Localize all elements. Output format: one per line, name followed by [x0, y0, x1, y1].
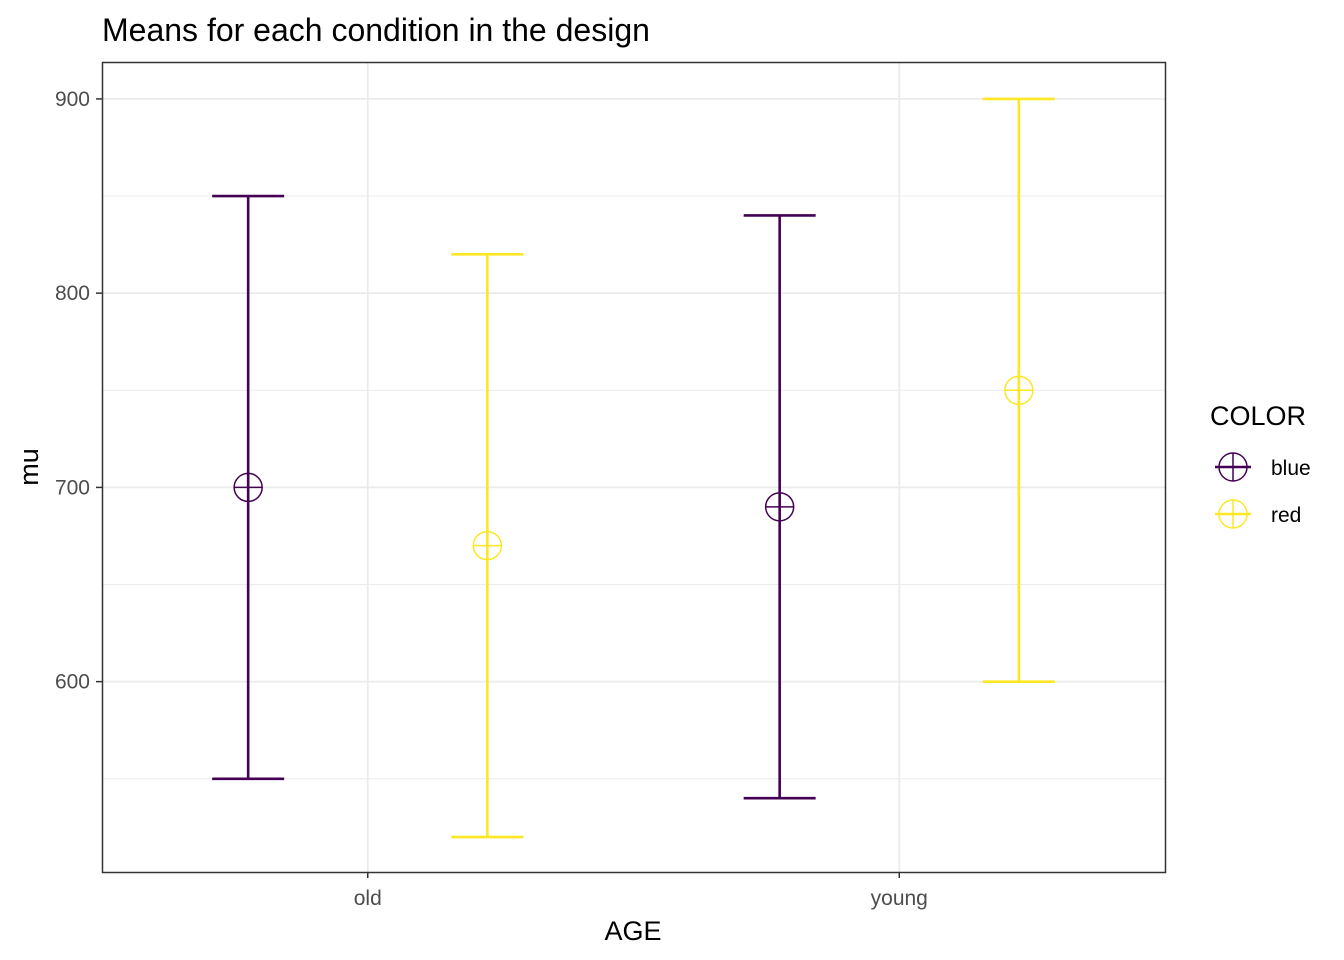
errorbar-blue-old — [212, 194, 285, 781]
mean-point-blue-old — [233, 472, 263, 503]
plot-background — [102, 62, 1165, 872]
chart-title: Means for each condition in the design — [102, 12, 650, 48]
legend-item-red: red — [1215, 499, 1301, 529]
axes: 600 700 800 900 old young — [55, 88, 928, 910]
legend-title: COLOR — [1210, 401, 1306, 431]
legend-label-red: red — [1271, 504, 1301, 527]
legend-label-blue: blue — [1271, 457, 1311, 480]
y-tick-label: 900 — [55, 88, 90, 111]
plot-panel-border — [101, 61, 1167, 874]
y-tick-label: 600 — [55, 671, 90, 694]
mean-point-blue-young — [764, 492, 795, 522]
mean-point-red-old — [472, 530, 503, 561]
legend: COLOR blue red — [1210, 401, 1311, 529]
mean-point-red-young — [1004, 375, 1034, 406]
y-tick-label: 800 — [55, 282, 90, 305]
x-tick-label-young: young — [871, 887, 928, 910]
y-tick-label: 700 — [55, 476, 90, 499]
errorbar-blue-young — [743, 214, 816, 800]
error-bars — [212, 97, 1055, 839]
errorbar-red-young — [982, 97, 1055, 683]
grid — [102, 62, 1165, 872]
legend-item-blue: blue — [1215, 452, 1311, 482]
y-axis-title: mu — [14, 448, 44, 486]
x-axis-title: AGE — [604, 916, 661, 946]
legend-key-symbol — [1218, 452, 1248, 482]
legend-key-symbol — [1218, 499, 1248, 529]
x-tick-label-old: old — [354, 887, 382, 910]
errorbar-red-old — [451, 253, 524, 839]
